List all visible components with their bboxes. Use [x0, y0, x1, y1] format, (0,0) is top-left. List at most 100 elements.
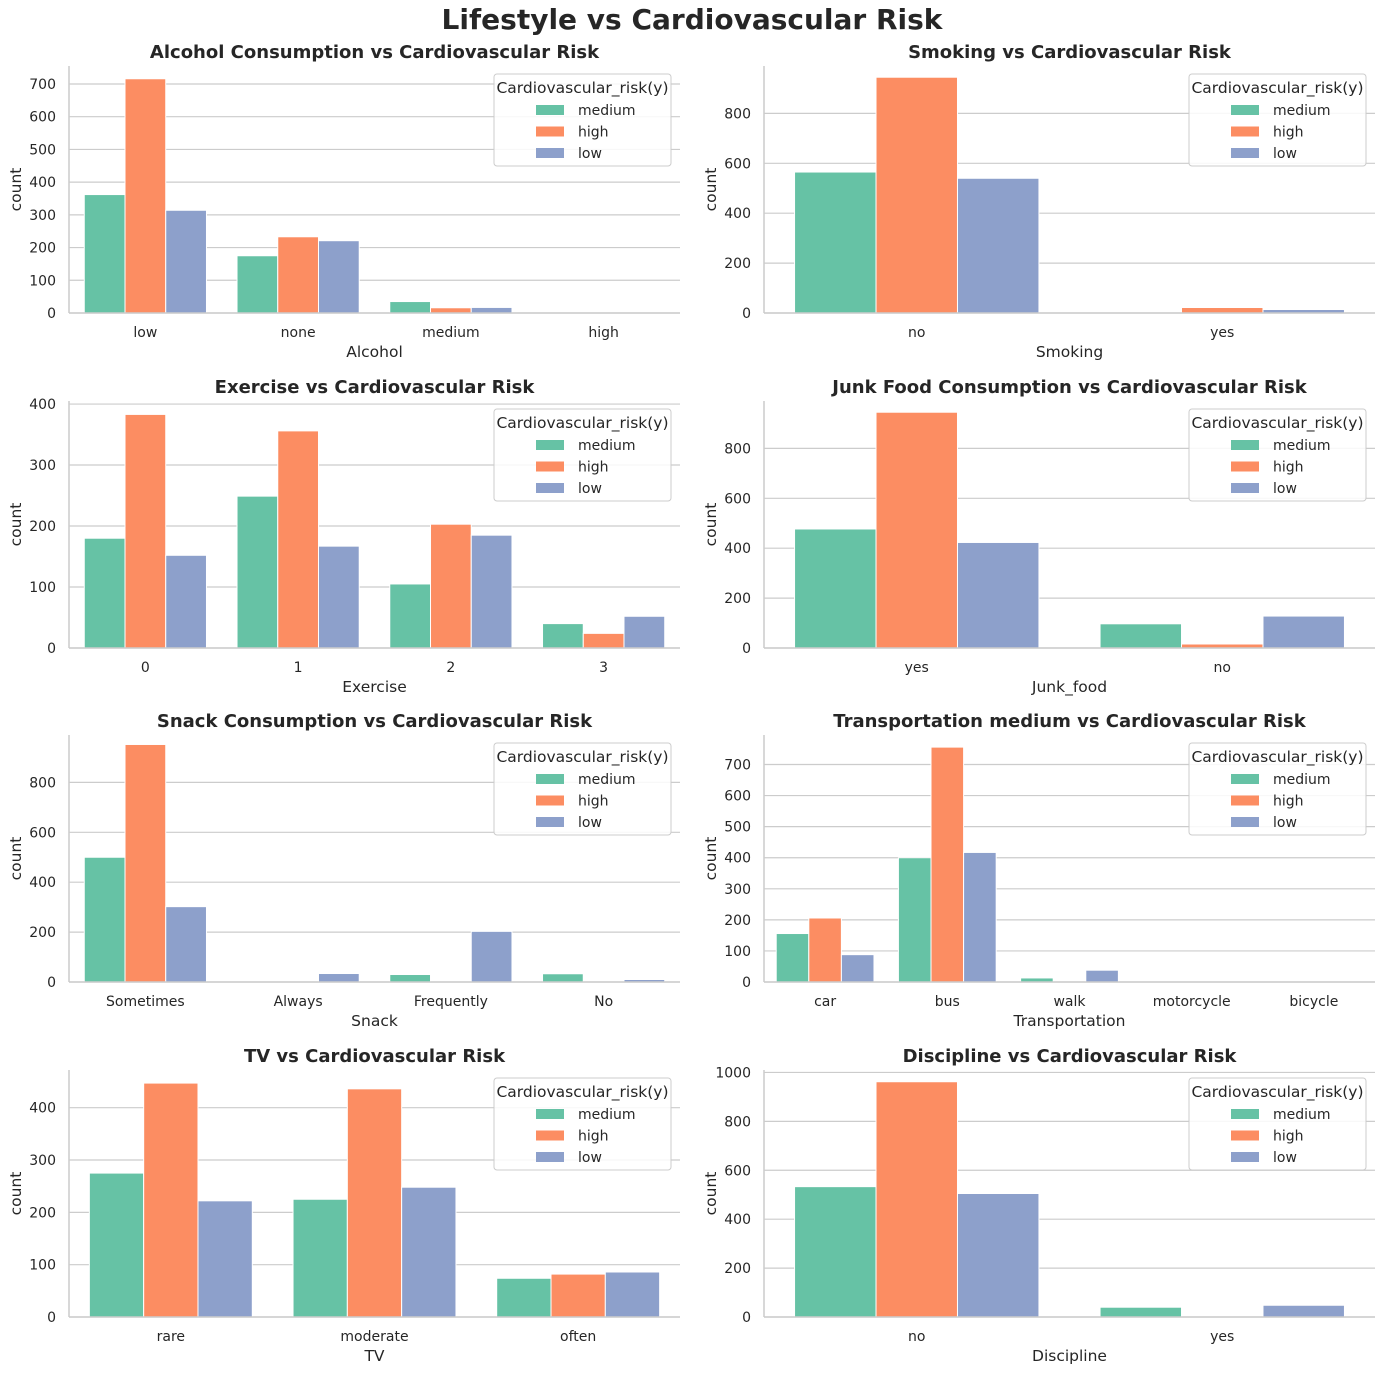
bar — [470, 534, 513, 649]
legend-title: Cardiovascular_risk(y) — [1191, 1083, 1363, 1102]
y-tick-label: 400 — [724, 1212, 751, 1228]
bar — [470, 306, 513, 314]
bar — [430, 307, 472, 314]
bar — [197, 1200, 253, 1318]
legend-label: high — [578, 460, 609, 476]
bar — [317, 545, 360, 649]
y-tick-label: 400 — [29, 1101, 56, 1117]
bar — [470, 930, 513, 983]
chart-snack: 0 200 400 600 800 Sometimes Always Frequently No… — [7, 711, 680, 1030]
legend-title: Cardiovascular_risk(y) — [496, 79, 668, 98]
bar — [236, 495, 279, 649]
y-tick-label: 1000 — [715, 1065, 751, 1081]
y-tick-label: 0 — [47, 975, 56, 991]
legend-label: high — [1273, 125, 1304, 141]
y-tick-label: 600 — [29, 825, 56, 841]
y-tick-label: 400 — [29, 175, 56, 191]
legend-swatch — [536, 105, 564, 115]
bar — [550, 1273, 606, 1318]
y-axis-label: count — [7, 503, 25, 547]
bar — [124, 78, 167, 314]
bar — [1099, 623, 1183, 649]
legend-swatch — [536, 817, 564, 827]
chart-exercise: 0 100 200 300 400 0 1 2 3 Exercise count Exercise v… — [7, 377, 680, 696]
chart-transportation: 0 100 200 300 400 500 600 700 car bus walk motorcyc… — [702, 711, 1375, 1030]
y-tick-label: 200 — [29, 925, 56, 941]
legend-label: medium — [578, 772, 636, 788]
bar — [83, 856, 126, 983]
legend-box — [1188, 73, 1367, 167]
x-tick-label: none — [281, 325, 316, 341]
legend-box — [493, 1077, 672, 1171]
x-axis-label: Snack — [351, 1012, 398, 1030]
y-axis-label: count — [7, 168, 25, 212]
bar — [794, 528, 877, 649]
x-axis-label: Transportation — [1013, 1012, 1126, 1030]
y-tick-label: 600 — [29, 110, 56, 126]
y-tick-label: 700 — [724, 758, 751, 774]
y-tick-label: 800 — [724, 441, 751, 457]
y-tick-label: 0 — [47, 1310, 56, 1326]
bar — [88, 1172, 145, 1318]
bar — [956, 177, 1040, 314]
legend-label: medium — [1273, 772, 1331, 788]
x-axis-label: Smoking — [1036, 343, 1103, 361]
bar — [389, 301, 432, 314]
bar — [124, 413, 167, 649]
x-tick-label: no — [908, 325, 925, 341]
bar — [277, 430, 319, 649]
chart-tv: 0 100 200 300 400 rare moderate often TV count TV … — [7, 1046, 680, 1365]
bar — [794, 171, 877, 314]
legend-swatch — [536, 1130, 564, 1141]
chart-smoking: 0 200 400 600 800 no yes Smoking count Smoking vs… — [702, 42, 1375, 361]
bar — [1085, 969, 1119, 983]
legend-label: medium — [578, 438, 636, 454]
bar — [542, 623, 584, 649]
legend-box — [1188, 742, 1367, 836]
y-tick-label: 200 — [29, 241, 56, 257]
legend-swatch — [536, 795, 564, 806]
legend-box — [493, 73, 672, 167]
y-tick-label: 600 — [724, 789, 751, 805]
chart-junk-food: 0 200 400 600 800 yes no Junk_food count Junk Foo… — [702, 377, 1375, 697]
legend-swatch — [1231, 795, 1259, 806]
bar — [83, 194, 126, 314]
bar — [236, 255, 279, 314]
legend-label: high — [1273, 794, 1304, 810]
y-tick-label: 200 — [29, 1205, 56, 1221]
y-axis-label: count — [702, 837, 720, 881]
legend-swatch — [536, 126, 564, 137]
y-axis-label: count — [702, 503, 720, 547]
legend-label: low — [578, 1150, 602, 1166]
chart-alcohol: 0 100 200 300 400 500 600 700 low none medium high A… — [7, 42, 680, 361]
legend-label: medium — [1273, 103, 1331, 119]
y-tick-label: 200 — [724, 256, 751, 272]
x-axis-label: TV — [363, 1347, 384, 1365]
bar — [623, 615, 666, 649]
chart-title: Exercise vs Cardiovascular Risk — [215, 377, 536, 398]
y-axis-label: count — [7, 1172, 25, 1216]
x-axis-label: Junk_food — [1031, 678, 1107, 697]
bar — [277, 236, 319, 314]
legend-swatch — [1231, 483, 1259, 493]
legend-title: Cardiovascular_risk(y) — [496, 414, 668, 433]
y-tick-label: 0 — [742, 1310, 751, 1326]
y-tick-label: 200 — [724, 591, 751, 607]
x-tick-label: rare — [157, 1329, 185, 1345]
legend-label: low — [1273, 815, 1297, 831]
x-tick-label: low — [133, 325, 157, 341]
bar — [875, 411, 958, 649]
y-tick-label: 400 — [724, 541, 751, 557]
legend-swatch — [536, 483, 564, 493]
x-tick-label: car — [814, 994, 836, 1010]
bar — [1262, 1304, 1345, 1318]
bar — [401, 1186, 457, 1318]
legend-label: medium — [1273, 438, 1331, 454]
y-axis-label: count — [7, 837, 25, 881]
bar — [389, 583, 432, 649]
bar — [794, 1186, 877, 1318]
x-tick-label: 0 — [141, 660, 150, 676]
legend-swatch — [1231, 461, 1259, 472]
bar — [542, 973, 584, 983]
